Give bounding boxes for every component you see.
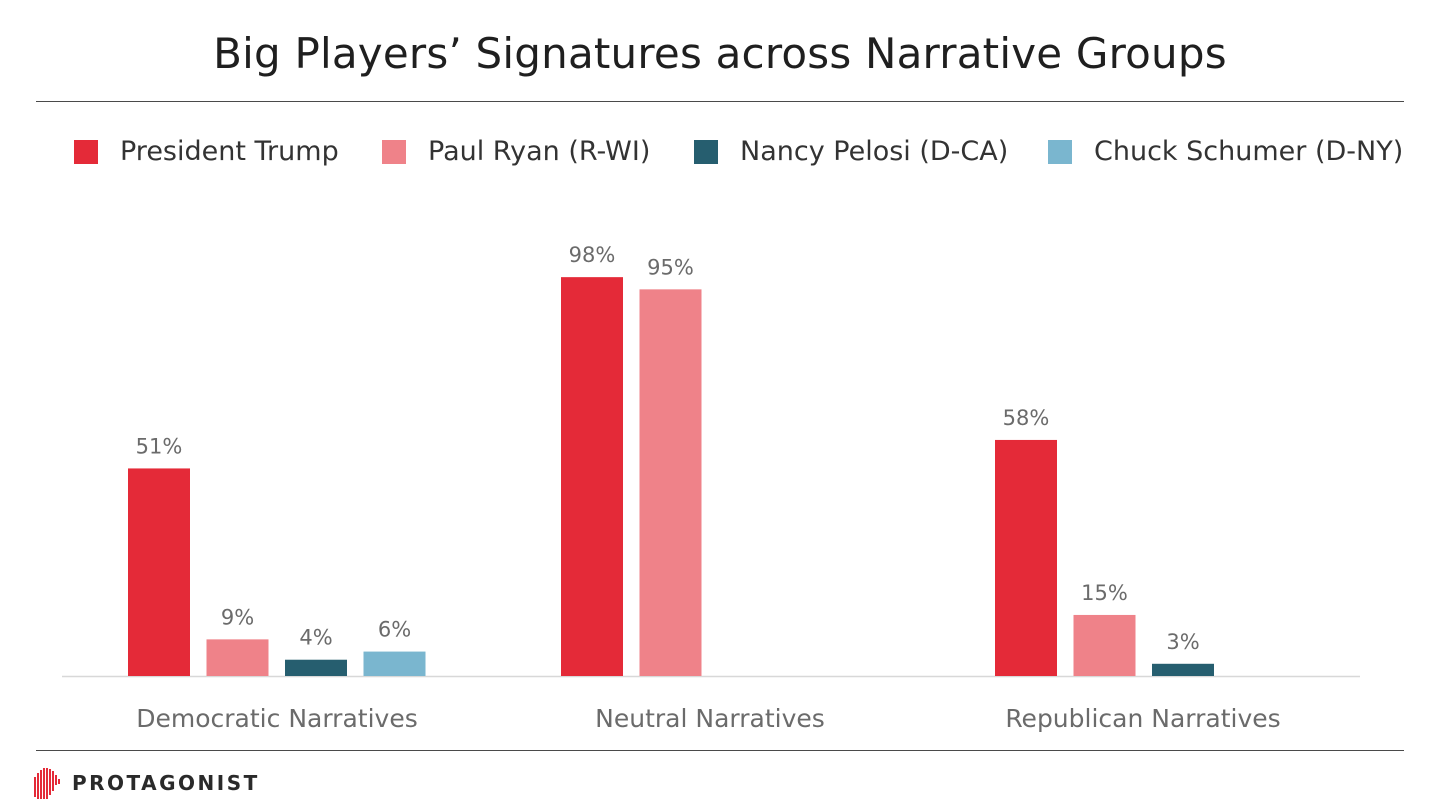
head-profile-icon	[34, 768, 60, 799]
brand-mark-stripe	[37, 773, 39, 799]
data-label-trump-neutral: 98%	[569, 243, 616, 267]
bar-ryan-republican	[1073, 614, 1136, 676]
footer-divider	[36, 750, 1404, 751]
data-label-ryan-republican: 15%	[1081, 581, 1128, 605]
bar-trump-neutral	[561, 277, 623, 676]
data-label-pelosi-democratic: 4%	[299, 626, 332, 650]
bar-ryan-democratic	[206, 639, 269, 676]
data-label-pelosi-republican: 3%	[1166, 630, 1199, 654]
bar-pelosi-democratic	[285, 659, 347, 676]
data-label-schumer-democratic: 6%	[378, 618, 411, 642]
legend-item-ryan: Paul Ryan (R-WI)	[382, 132, 650, 172]
data-label-ryan-neutral: 95%	[647, 255, 694, 279]
legend-label-trump: President Trump	[120, 136, 339, 167]
category-label-republican: Republican Narratives	[1005, 704, 1280, 733]
bar-trump-republican	[995, 439, 1057, 676]
legend-label-ryan: Paul Ryan (R-WI)	[428, 136, 651, 167]
brand-mark-stripe	[46, 768, 48, 799]
legend-swatch-ryan	[382, 140, 406, 164]
chart-title: Big Players’ Signatures across Narrative…	[213, 29, 1227, 78]
brand-mark-stripe	[34, 777, 36, 797]
brand-mark-stripe	[43, 768, 45, 799]
brand-mark-stripe	[40, 770, 42, 799]
data-label-ryan-democratic: 9%	[221, 605, 254, 629]
brand-name: PROTAGONIST	[72, 771, 260, 795]
legend-label-schumer: Chuck Schumer (D-NY)	[1094, 136, 1404, 167]
bar-schumer-democratic	[363, 651, 426, 676]
data-label-trump-democratic: 51%	[136, 434, 183, 458]
category-label-neutral: Neutral Narratives	[595, 704, 825, 733]
legend-item-trump: President Trump	[74, 132, 339, 172]
brand-mark-stripe	[52, 771, 54, 791]
brand-logo: PROTAGONIST	[34, 766, 260, 800]
data-label-trump-republican: 58%	[1003, 406, 1050, 430]
legend-item-schumer: Chuck Schumer (D-NY)	[1048, 132, 1403, 172]
brand-mark-stripe	[55, 775, 57, 785]
legend-swatch-schumer	[1048, 140, 1072, 164]
brand-mark-stripe	[49, 769, 51, 795]
bar-trump-democratic	[128, 468, 190, 676]
legend-label-pelosi: Nancy Pelosi (D-CA)	[740, 136, 1009, 167]
title-divider	[36, 101, 1404, 102]
brand-mark-stripe	[58, 779, 60, 784]
legend-swatch-trump	[74, 140, 98, 164]
bar-ryan-neutral	[639, 289, 702, 676]
legend-item-pelosi: Nancy Pelosi (D-CA)	[694, 132, 1008, 172]
bar-pelosi-republican	[1152, 663, 1214, 676]
category-label-democratic: Democratic Narratives	[136, 704, 417, 733]
legend-swatch-pelosi	[694, 140, 718, 164]
